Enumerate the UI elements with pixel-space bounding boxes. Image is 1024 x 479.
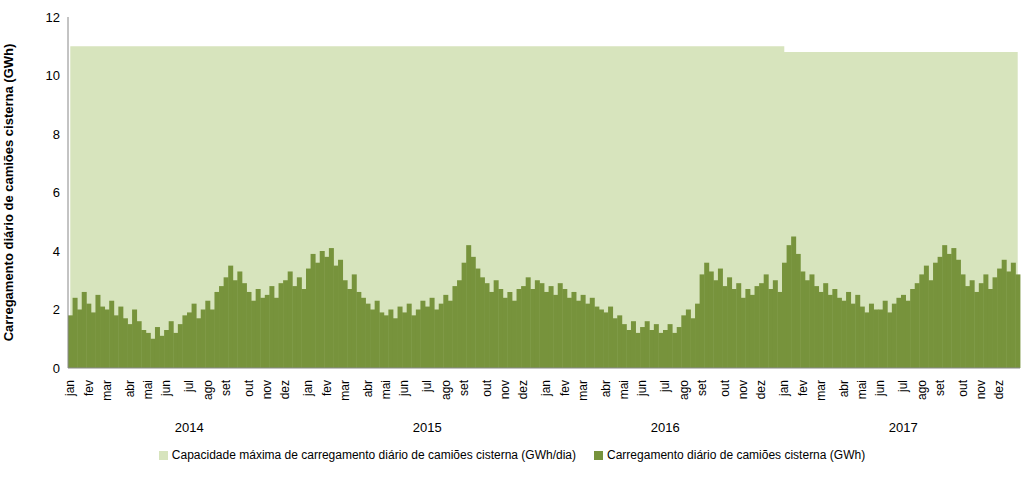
- svg-text:set: set: [695, 379, 709, 396]
- svg-text:jun: jun: [159, 380, 173, 397]
- svg-text:set: set: [933, 379, 947, 396]
- svg-text:out: out: [480, 379, 494, 396]
- svg-text:2: 2: [53, 302, 60, 317]
- svg-text:dez: dez: [992, 380, 1006, 399]
- svg-text:ago: ago: [201, 380, 215, 400]
- svg-text:6: 6: [53, 185, 60, 200]
- svg-text:dez: dez: [754, 380, 768, 399]
- svg-text:2014: 2014: [175, 420, 204, 435]
- html-text:Capacidade máxima de carregame: Capacidade máxima de carregamento diário…: [171, 448, 576, 462]
- svg-text:mai: mai: [141, 380, 155, 399]
- svg-text:set: set: [457, 379, 471, 396]
- svg-text:2016: 2016: [651, 420, 680, 435]
- svg-text:jun: jun: [635, 380, 649, 397]
- svg-text:jul: jul: [182, 380, 196, 393]
- svg-text:fev: fev: [796, 380, 810, 396]
- svg-text:abr: abr: [123, 380, 137, 397]
- svg-text:mar: mar: [100, 380, 114, 401]
- svg-text:jul: jul: [896, 380, 910, 393]
- svg-text:2015: 2015: [413, 420, 442, 435]
- svg-text:nov: nov: [736, 380, 750, 399]
- svg-text:jan: jan: [63, 380, 77, 397]
- svg-text:ago: ago: [677, 380, 691, 400]
- svg-text:nov: nov: [974, 380, 988, 399]
- svg-text:set: set: [219, 379, 233, 396]
- svg-text:jul: jul: [420, 380, 434, 393]
- svg-text:out: out: [718, 379, 732, 396]
- svg-text:jan: jan: [301, 380, 315, 397]
- svg-text:dez: dez: [516, 380, 530, 399]
- svg-text:mar: mar: [814, 380, 828, 401]
- svg-text:jun: jun: [397, 380, 411, 397]
- svg-text:4: 4: [53, 244, 60, 259]
- html-text:Carregamento diário de camiões: Carregamento diário de camiões cisterna …: [607, 448, 866, 462]
- svg-text:Carregamento diário de camiões: Carregamento diário de camiões cisterna …: [1, 44, 16, 342]
- svg-text:ago: ago: [915, 380, 929, 400]
- svg-text:mar: mar: [338, 380, 352, 401]
- svg-text:12: 12: [46, 10, 60, 25]
- svg-text:mar: mar: [576, 380, 590, 401]
- svg-text:abr: abr: [837, 380, 851, 397]
- svg-text:fev: fev: [558, 380, 572, 396]
- svg-text:nov: nov: [498, 380, 512, 399]
- svg-text:ago: ago: [439, 380, 453, 400]
- svg-text:jul: jul: [658, 380, 672, 393]
- svg-text:10: 10: [46, 68, 60, 83]
- svg-text:jan: jan: [539, 380, 553, 397]
- svg-text:nov: nov: [260, 380, 274, 399]
- svg-text:out: out: [956, 379, 970, 396]
- svg-text:abr: abr: [599, 380, 613, 397]
- svg-text:8: 8: [53, 127, 60, 142]
- svg-text:abr: abr: [361, 380, 375, 397]
- svg-text:fev: fev: [82, 380, 96, 396]
- svg-text:0: 0: [53, 361, 60, 376]
- svg-text:jun: jun: [873, 380, 887, 397]
- svg-text:mai: mai: [855, 380, 869, 399]
- svg-text:jan: jan: [777, 380, 791, 397]
- svg-text:out: out: [242, 379, 256, 396]
- svg-text:dez: dez: [278, 380, 292, 399]
- svg-text:fev: fev: [320, 380, 334, 396]
- svg-text:mai: mai: [379, 380, 393, 399]
- svg-text:mai: mai: [617, 380, 631, 399]
- svg-text:2017: 2017: [889, 420, 918, 435]
